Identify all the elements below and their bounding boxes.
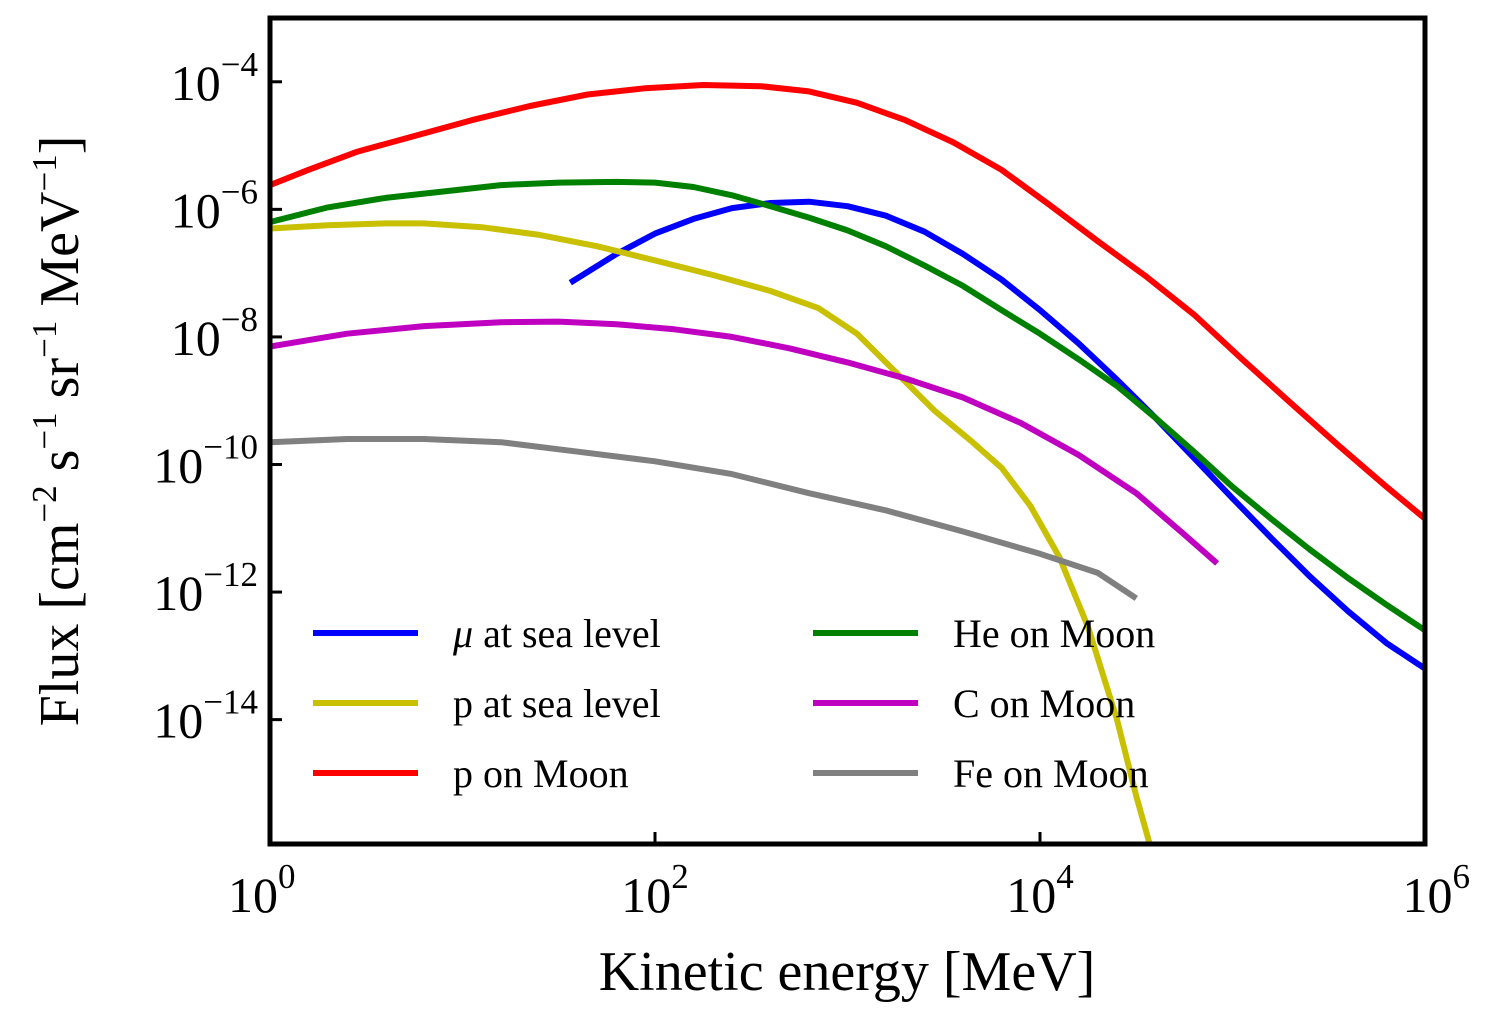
y-tick-label: 10−4 bbox=[171, 45, 258, 111]
x-tick-label: 106 bbox=[1403, 857, 1471, 923]
series-line-p-sea bbox=[270, 220, 1153, 844]
series-line-p-moon bbox=[270, 82, 1425, 522]
series-layer bbox=[270, 82, 1425, 844]
y-tick-label: 10−14 bbox=[153, 683, 258, 749]
x-tick-label: 100 bbox=[228, 857, 296, 923]
series-line-he-moon bbox=[270, 178, 1425, 633]
series-line-c-moon bbox=[270, 318, 1220, 566]
legend-label-fe-moon: Fe on Moon bbox=[953, 751, 1149, 796]
legend-label-mu-sea: μ at sea level bbox=[452, 611, 661, 656]
y-axis-title: Flux [cm−2 s−1 sr−1 MeV−1] bbox=[25, 136, 91, 727]
legend-label-p-moon: p on Moon bbox=[453, 751, 629, 796]
x-axis-title: Kinetic energy [MeV] bbox=[599, 941, 1096, 1003]
y-tick-label: 10−12 bbox=[153, 555, 258, 621]
legend-label-c-moon: C on Moon bbox=[953, 681, 1135, 726]
series-line-fe-moon bbox=[270, 436, 1138, 601]
x-tick-label: 104 bbox=[1006, 857, 1074, 923]
legend-label-p-sea: p at sea level bbox=[453, 681, 661, 726]
legend: μ at sea level p at sea level p on Moon He … bbox=[313, 611, 1155, 796]
y-tick-label: 10−8 bbox=[171, 300, 258, 366]
legend-label-he-moon: He on Moon bbox=[953, 611, 1155, 656]
y-tick-label: 10−10 bbox=[153, 427, 258, 493]
ticks-layer: 100 102 104 106 10−4 10−6 10−8 10−10 10−12 10−14 bbox=[153, 45, 1470, 923]
y-tick-label: 10−6 bbox=[171, 172, 258, 238]
series-line-mu-sea bbox=[568, 198, 1425, 672]
plot-frame bbox=[267, 15, 1428, 847]
x-tick-label: 102 bbox=[621, 857, 689, 923]
